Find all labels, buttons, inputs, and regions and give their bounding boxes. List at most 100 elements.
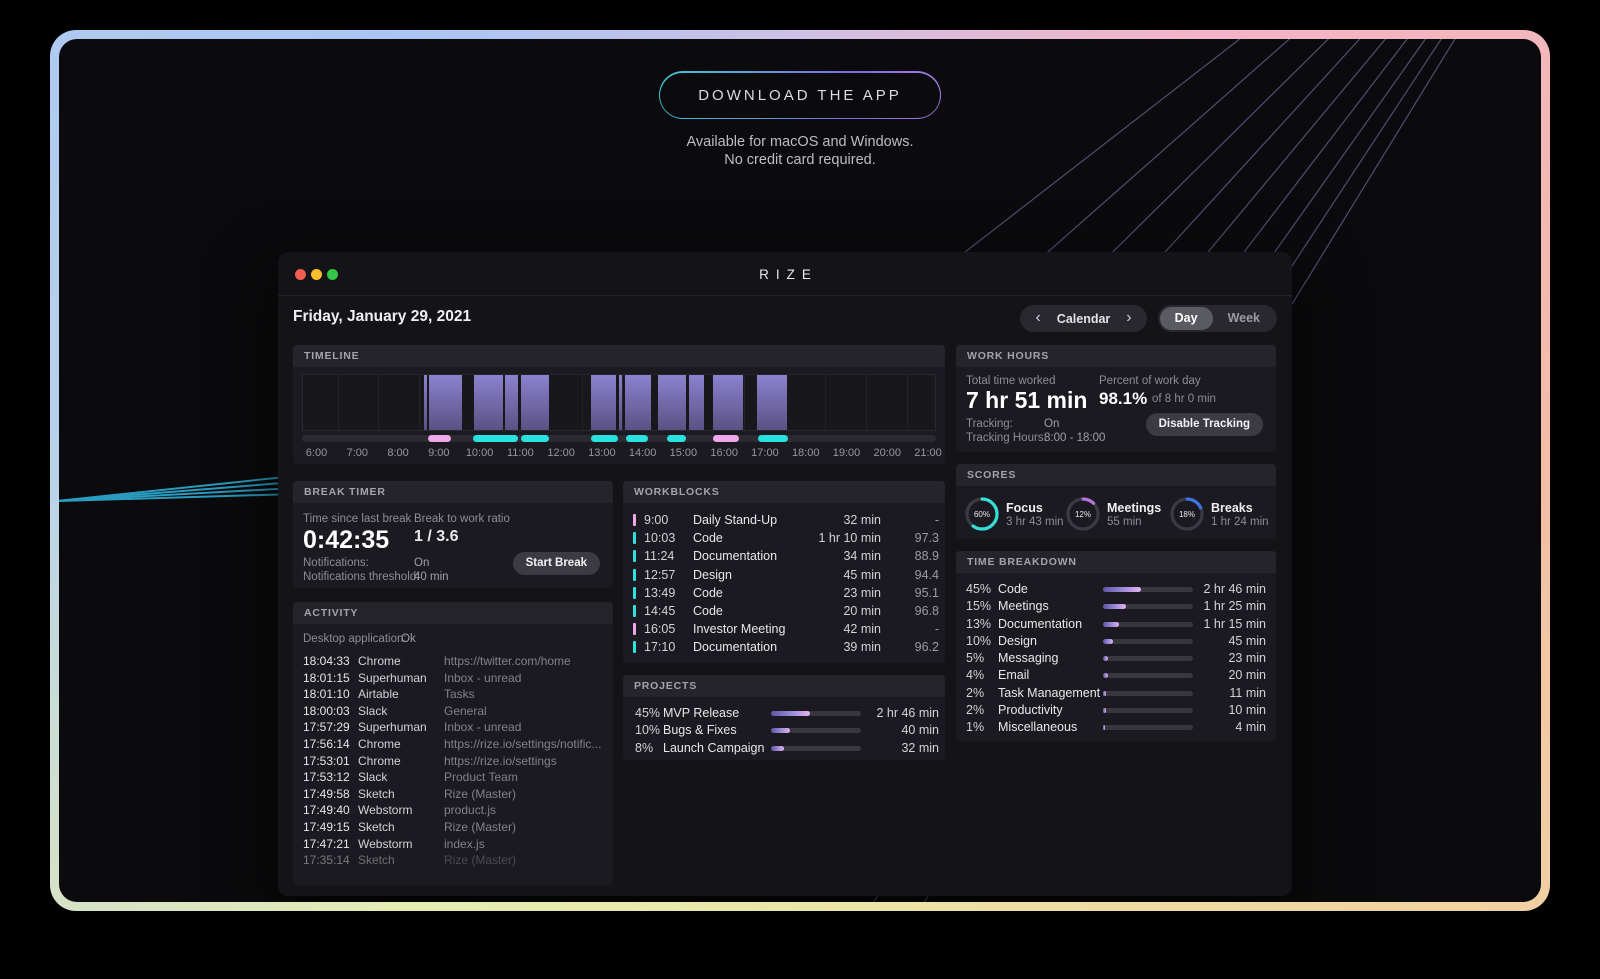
hero-section: DOWNLOAD THE APP Available for macOS and… [59,71,1541,169]
tab-day[interactable]: Day [1159,307,1213,330]
project-row: 8% Launch Campaign 32 min [623,740,945,757]
breakdown-row: 5% Messaging 23 min [956,650,1276,667]
time-breakdown-rows: 45% Code 2 hr 46 min 15% Meetings 1 hr 25 min… [956,581,1276,737]
timeline-gridline [906,375,908,430]
breakdown-bar [1103,673,1193,679]
score-label: Focus [1006,500,1043,515]
breakdown-bar [1103,638,1193,644]
minimize-button[interactable] [311,269,322,280]
timeline-workblock-bar [657,375,686,430]
timeline-workblock-bar [625,375,652,430]
breakdown-label: Code [998,582,1028,596]
score-label: Meetings [1107,500,1162,515]
timeline-workblock-bar [473,375,504,430]
percent-workday-label: Percent of work day [1099,375,1201,387]
activity-detail: https://rize.io/settings [444,753,557,768]
breakdown-bar-fill [1103,725,1105,731]
breakdown-label: Miscellaneous [998,720,1078,735]
disable-tracking-button[interactable]: Disable Tracking [1145,413,1263,436]
current-date: Friday, January 29, 2021 [293,308,472,325]
timeline-gridline [622,375,624,430]
svg-text:12%: 12% [1075,510,1091,519]
activity-app: Chrome [358,753,401,768]
workblock-time: 16:05 [644,622,676,637]
download-app-button[interactable]: DOWNLOAD THE APP [658,71,942,119]
breakdown-duration: 45 min [1228,633,1266,648]
workblock-score: 95.1 [914,585,939,600]
workblock-row: 9:00 Daily Stand-Up 32 min - [623,511,945,529]
purple-diagonal-line [870,39,1241,326]
chevron-left-icon[interactable]: ‹ [1035,308,1041,326]
breakdown-duration: 1 hr 25 min [1203,599,1266,614]
breakdown-bar [1103,621,1193,627]
close-button[interactable] [295,269,306,280]
workblocks-title: WORKBLOCKS [623,481,945,503]
activity-app: Airtable [358,687,399,702]
activity-row: 18:01:15 Superhuman Inbox - unread [293,670,613,687]
breakdown-bar-fill [1103,656,1108,662]
timeline-workblock-bar [521,375,549,430]
activity-detail: Inbox - unread [444,720,522,735]
timeline-hour-label: 7:00 [346,447,368,459]
timeline-hour-label: 8:00 [387,447,409,459]
workblock-row: 12:57 Design 45 min 94.4 [623,566,945,584]
activity-row: 18:04:33 Chrome https://twitter.com/home [293,653,613,670]
tab-week[interactable]: Week [1227,311,1260,325]
breakdown-row: 13% Documentation 1 hr 15 min [956,616,1276,633]
breakdown-row: 15% Meetings 1 hr 25 min [956,598,1276,615]
timeline-workblock-bar [619,375,622,430]
activity-title: ACTIVITY [293,602,613,624]
activity-app: Sketch [358,786,395,801]
timeline-gridline [581,375,583,430]
activity-time: 17:57:29 [303,720,350,735]
start-break-button[interactable]: Start Break [512,552,600,575]
timeline-focus-segment [520,435,549,442]
tracking-label: Tracking: [966,418,1013,430]
break-timer-card: BREAK TIMER Time since last break 0:42:3… [293,481,613,588]
timeline-gridline [703,375,705,430]
activity-detail: General [444,703,487,718]
workblock-time: 13:49 [644,585,676,600]
timeline-meeting-segment [713,435,740,442]
chevron-right-icon[interactable]: › [1126,308,1132,326]
activity-app: Webstorm [358,836,413,851]
breakdown-label: Email [998,668,1030,683]
breakdown-bar [1103,587,1193,592]
workblock-label: Documentation [693,549,778,564]
timeline-hour-label: 16:00 [710,447,738,459]
breakdown-label: Meetings [998,599,1049,614]
activity-detail: Rize (Master) [444,853,517,868]
tracking-hours-label: Tracking Hours: [966,432,1047,444]
ratio-label: Break to work ratio [414,513,510,525]
project-bar [771,728,861,734]
workblock-row: 14:45 Code 20 min 96.8 [623,602,945,620]
workblock-duration: 20 min [843,603,881,618]
percent-workday-value: 98.1% [1099,389,1148,408]
project-percent: 10% [635,723,661,738]
workblocks-rows: 9:00 Daily Stand-Up 32 min - 10:03 Code 1 hr 1… [623,511,945,657]
workblock-duration: 32 min [843,513,881,527]
activity-row: 17:49:58 Sketch Rize (Master) [293,786,613,803]
project-percent: 45% [635,706,661,720]
timeline-meeting-segment [428,435,451,442]
activity-row: 17:47:21 Webstorm index.js [293,836,613,853]
hero-subtitle-line1: Available for macOS and Windows. [686,134,914,150]
workblock-label: Daily Stand-Up [693,513,778,527]
activity-detail: Inbox - unread [444,670,522,685]
activity-row: 17:53:12 Slack Product Team [293,769,613,786]
activity-detail: https://twitter.com/home [444,654,571,668]
workblock-score: - [934,622,939,637]
calendar-button[interactable]: Calendar [1056,311,1111,326]
breakdown-percent: 15% [966,599,992,614]
score-text: Focus 3 hr 43 min [1006,501,1064,528]
project-row: 45% MVP Release 2 hr 46 min [623,705,945,722]
workblock-row: 13:49 Code 23 min 95.1 [623,584,945,602]
threshold-label: Notifications threshold: [303,571,420,583]
timeline-focus-segment [473,435,518,442]
zoom-button[interactable] [327,269,338,280]
titlebar: RIZE [278,252,1292,296]
breakdown-bar-fill [1103,621,1120,627]
timeline-gridline [378,375,380,430]
time-breakdown-title: TIME BREAKDOWN [956,551,1276,573]
